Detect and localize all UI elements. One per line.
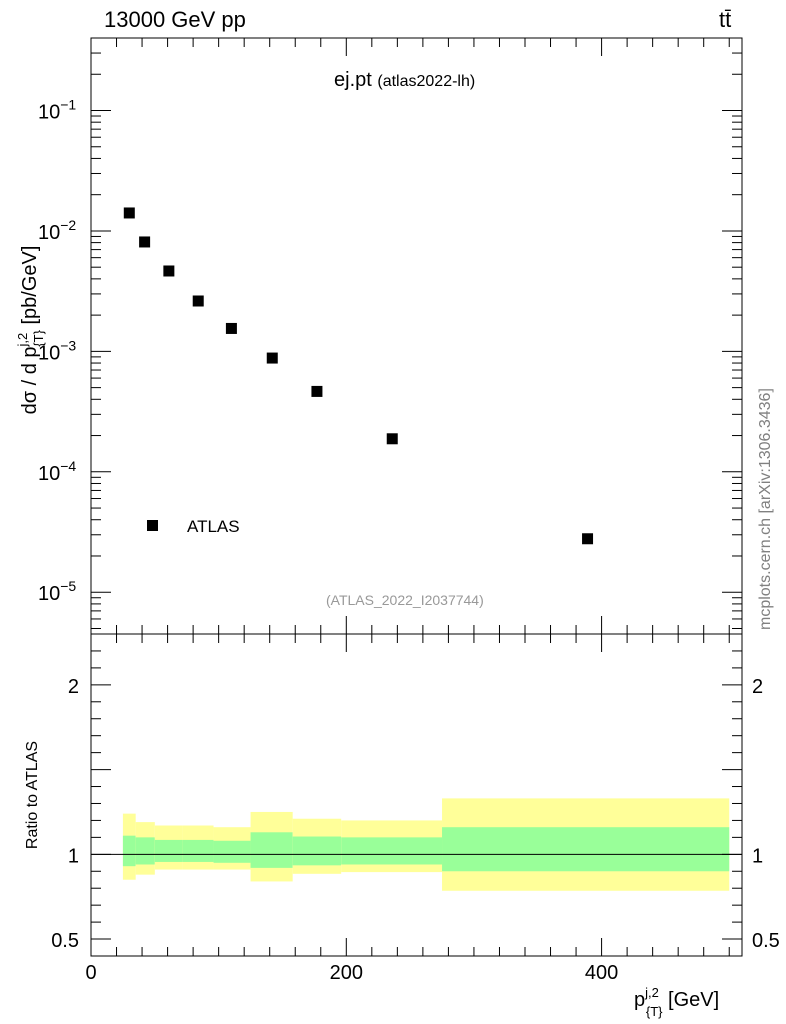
- ratio-y-tick-label-right: 2: [752, 676, 763, 698]
- ratio-inner-band-2: [154, 839, 183, 862]
- data-point: [139, 236, 151, 248]
- ratio-y-label: Ratio to ATLAS: [24, 741, 41, 849]
- main-y-axis-title: dσ / d pj,2{T} [pb/GeV]: [15, 246, 46, 415]
- legend-label: ATLAS: [187, 517, 240, 536]
- data-markers: [123, 207, 594, 545]
- legend: ATLAS: [147, 517, 240, 536]
- ratio-inner-band-4: [213, 840, 251, 863]
- data-point: [386, 433, 398, 445]
- main-y-tick-label: 10−2: [38, 217, 76, 244]
- ratio-inner-band-8: [442, 827, 730, 872]
- ratio-inner-band-6: [292, 836, 342, 866]
- ratio-bands: [91, 798, 742, 891]
- main-y-tick-label: 10−3: [38, 337, 76, 364]
- ratio-y-tick-label-right: 0.5: [752, 930, 780, 952]
- process-label: tt̄: [719, 7, 732, 32]
- ratio-axis-ticks: 0.5 0.5 1 1 2 2 0 200 400: [51, 634, 780, 984]
- ratio-inner-band-1: [135, 837, 155, 865]
- ratio-inner-band-7: [341, 837, 443, 865]
- main-axis-ticks: 10−5 10−4 10−3 10−2 10−1: [38, 37, 742, 634]
- energy-label: 13000 GeV pp: [104, 7, 246, 32]
- plot-title-main: ej.pt: [334, 69, 372, 91]
- ratio-y-tick-label-right: 1: [752, 845, 763, 867]
- data-point: [192, 295, 204, 307]
- svg-text:dσ / d pj,2{T} [pb/GeV]: dσ / d pj,2{T} [pb/GeV]: [15, 246, 46, 415]
- x-tick-label: 0: [85, 962, 96, 984]
- data-point: [311, 385, 323, 397]
- ratio-y-tick-label-left: 0.5: [51, 930, 79, 952]
- ratio-inner-band-5: [250, 832, 293, 868]
- main-y-tick-label: 10−5: [38, 578, 76, 605]
- x-tick-label: 200: [330, 962, 363, 984]
- svg-text:pj,2{T} [GeV]: pj,2 {T} [GeV]: [634, 985, 719, 1019]
- ratio-y-tick-label-left: 2: [68, 676, 79, 698]
- main-y-tick-label: 10−4: [38, 458, 76, 485]
- plot-title-sub: (atlas2022-lh): [377, 73, 476, 90]
- plot-title: ej.pt (atlas2022-lh): [334, 69, 475, 92]
- data-point: [266, 352, 278, 364]
- main-plot-frame: [90, 37, 743, 635]
- main-y-tick-label: 10−1: [38, 97, 76, 124]
- ratio-inner-band-3: [182, 839, 214, 862]
- ratio-inner-band-0: [122, 835, 136, 867]
- data-point: [225, 322, 237, 334]
- ratio-y-tick-label-left: 1: [68, 845, 79, 867]
- x-axis-title: pj,2 {T} [GeV]: [634, 985, 719, 1019]
- legend-marker: [147, 520, 158, 531]
- ratio-plot-frame: [90, 633, 743, 957]
- reference-label: (ATLAS_2022_I2037744): [326, 592, 484, 608]
- data-point: [582, 533, 594, 545]
- x-tick-label: 400: [585, 962, 618, 984]
- data-point: [163, 265, 175, 277]
- ratio-y-axis-title: Ratio to ATLAS: [24, 741, 41, 849]
- data-point: [123, 207, 135, 219]
